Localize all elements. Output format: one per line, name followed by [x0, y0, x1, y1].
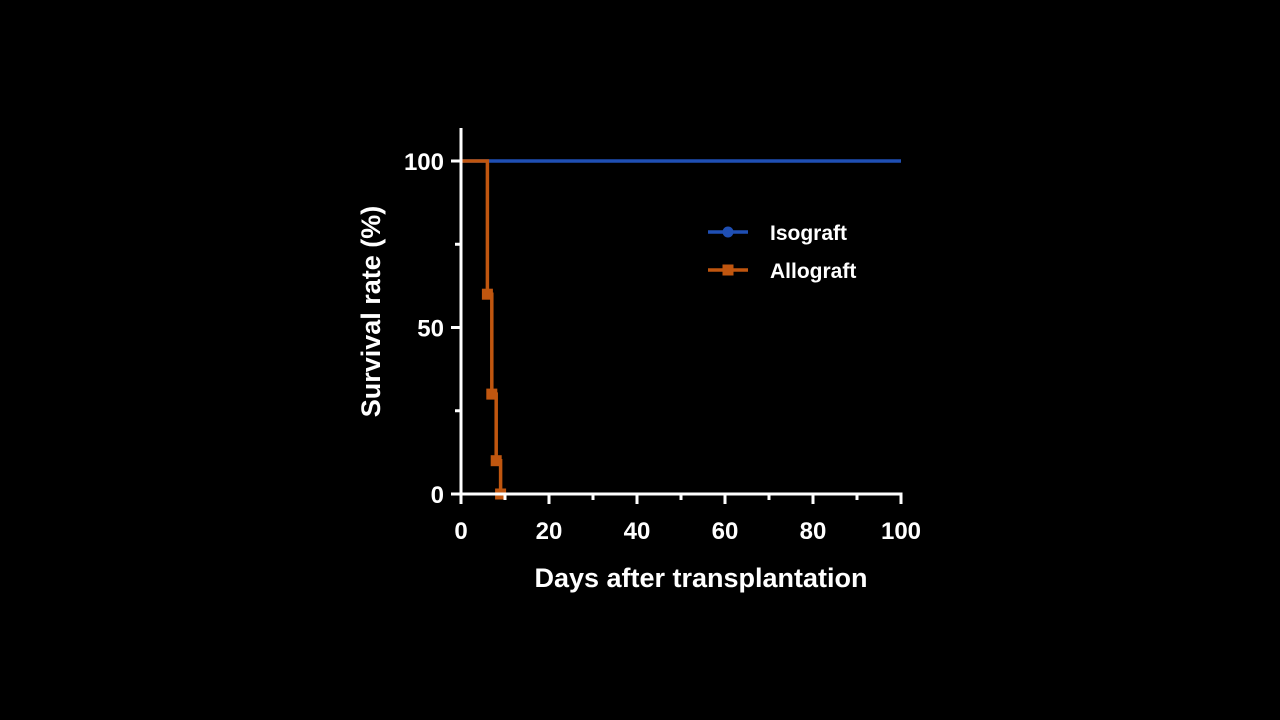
legend-marker-isograft: [722, 226, 734, 238]
allograft-point: [490, 455, 502, 467]
legend-label-isograft: Isograft: [770, 222, 847, 245]
x-axis-title: Days after transplantation: [534, 563, 867, 593]
plot-area: [461, 159, 901, 500]
x-tick-label: 20: [536, 518, 563, 545]
axes: 0 20 40 60 80 100 0 50 100: [404, 128, 921, 545]
x-tick-label: 80: [800, 518, 827, 545]
x-tick-label: 60: [712, 518, 739, 545]
legend-marker-allograft: [722, 264, 734, 276]
y-axis-title: Survival rate (%): [356, 206, 386, 418]
x-tick-label: 40: [624, 518, 651, 545]
x-tick-label: 100: [881, 518, 921, 545]
allograft-point: [481, 288, 493, 300]
x-tick-label: 0: [454, 518, 467, 545]
allograft-point: [486, 388, 498, 400]
allograft-line: [461, 159, 503, 494]
y-tick-label: 100: [404, 149, 444, 176]
legend-label-allograft: Allograft: [770, 260, 856, 283]
legend: Isograft Allograft: [708, 222, 856, 283]
y-tick-label: 50: [417, 316, 444, 343]
y-tick-label: 0: [431, 482, 444, 509]
